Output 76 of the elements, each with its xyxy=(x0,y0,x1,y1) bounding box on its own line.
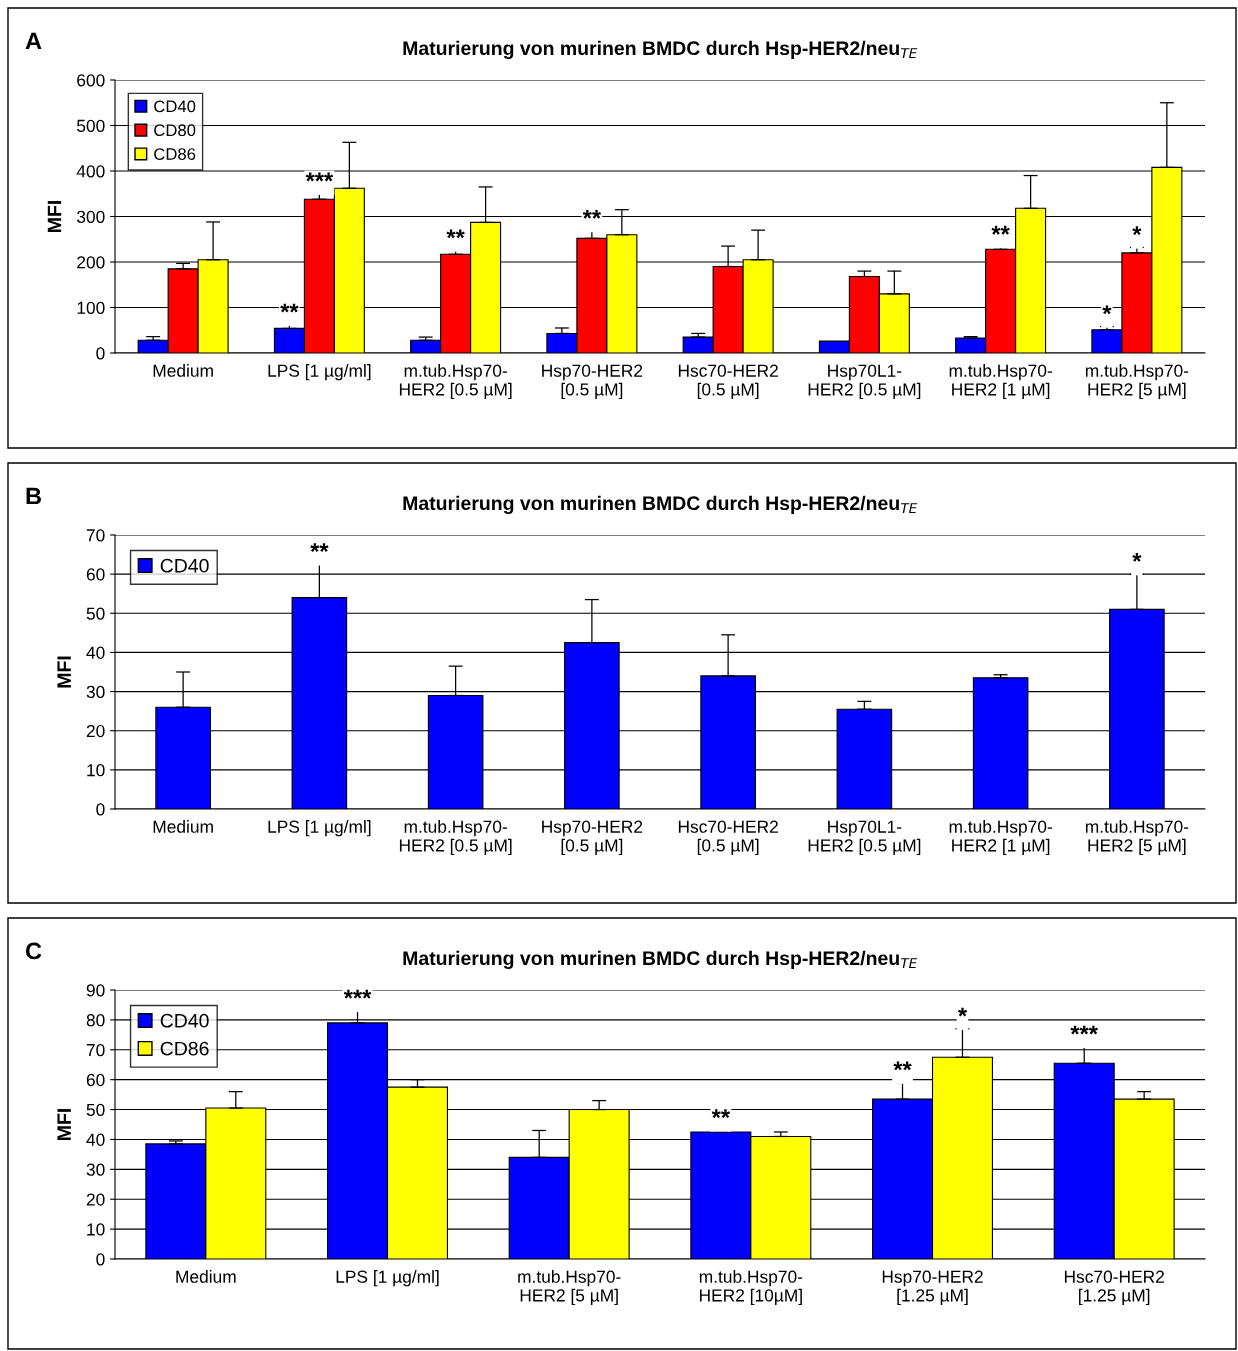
y-tick-label: 600 xyxy=(77,74,105,87)
legend-label: CD40 xyxy=(160,558,209,573)
chart-title: Maturierung von murinen BMDC durch Hsp-HER2/neu$_{TE}$ xyxy=(403,40,918,60)
y-tick-label: 70 xyxy=(86,1043,105,1057)
y-tick-label: 40 xyxy=(86,1133,105,1146)
y-tick-label: 100 xyxy=(77,301,105,314)
x-tick-label: m.tub.Hsp70- HER2 [5 µM] xyxy=(518,1270,621,1305)
y-tick-label: 0 xyxy=(96,1253,105,1266)
data-label: * xyxy=(1102,305,1112,315)
y-axis-title: MFI xyxy=(57,656,71,688)
y-tick-label: 50 xyxy=(86,1103,105,1117)
y-tick-label: 200 xyxy=(77,256,105,269)
y-tick-label: 30 xyxy=(86,685,105,699)
legend-label: CD80 xyxy=(154,124,196,137)
y-tick-label: 10 xyxy=(87,1223,105,1236)
y-tick-label: 40 xyxy=(86,646,105,659)
x-tick-label: LPS [1 µg/ml] xyxy=(268,820,371,837)
y-tick-label: 70 xyxy=(86,529,105,542)
x-tick-label: Medium xyxy=(153,820,213,833)
y-tick-label: 10 xyxy=(87,764,105,777)
x-tick-label: Medium xyxy=(153,364,213,377)
data-label: * xyxy=(957,1007,968,1017)
data-label: ** xyxy=(310,543,329,552)
y-tick-label: 300 xyxy=(76,210,105,223)
chart-title: Maturierung von murinen BMDC durch Hsp-HER2/neu$_{TE}$ xyxy=(403,950,918,970)
y-tick-label: 60 xyxy=(86,1073,105,1087)
y-tick-label: 80 xyxy=(86,1014,105,1027)
data-label: *** xyxy=(305,172,334,182)
x-tick-label: m.tub.Hsp70- HER2 [10µM] xyxy=(699,1270,803,1305)
y-tick-label: 0 xyxy=(96,347,105,360)
text: A xyxy=(25,32,42,50)
data-label: ** xyxy=(711,1109,731,1119)
x-tick-label: Hsp70-HER2 [1.25 µM] xyxy=(882,1270,983,1305)
legend-label: CD86 xyxy=(160,1041,209,1056)
data-label: ** xyxy=(446,229,465,239)
x-tick-label: LPS [1 µg/ml] xyxy=(268,364,371,381)
y-tick-label: 400 xyxy=(76,165,105,178)
y-tick-label: 20 xyxy=(86,724,105,738)
data-label: ** xyxy=(280,303,299,313)
x-tick-label: Hsp70L1- HER2 [0.5 µM] xyxy=(808,820,921,855)
x-tick-label: Hsc70-HER2 [0.5 µM] xyxy=(678,820,778,855)
text: C xyxy=(25,942,42,960)
x-tick-label: m.tub.Hsp70- HER2 [5 µM] xyxy=(1085,364,1189,399)
y-axis-title: MFI xyxy=(47,201,62,232)
x-tick-label: m.tub.Hsp70- HER2 [1 µM] xyxy=(949,820,1052,855)
data-label: *** xyxy=(1070,1025,1098,1035)
data-label: ** xyxy=(582,209,602,219)
y-tick-label: 90 xyxy=(86,984,105,997)
legend-label: CD40 xyxy=(160,1013,209,1028)
y-tick-label: 20 xyxy=(86,1193,105,1206)
y-tick-label: 30 xyxy=(86,1163,105,1176)
x-tick-label: Hsc70-HER2 [0.5 µM] xyxy=(678,364,778,399)
y-tick-label: 500 xyxy=(77,119,105,132)
y-axis-title: MFI xyxy=(57,1109,71,1140)
x-tick-label: Medium xyxy=(176,1270,236,1283)
x-tick-label: m.tub.Hsp70- HER2 [5 µM] xyxy=(1085,820,1189,855)
legend-label: CD40 xyxy=(154,100,196,113)
x-tick-label: Hsc70-HER2 [1.25 µM] xyxy=(1064,1270,1164,1305)
y-tick-label: 0 xyxy=(96,803,105,816)
y-tick-label: 50 xyxy=(86,607,105,620)
data-label: ** xyxy=(893,1061,912,1071)
y-tick-label: 60 xyxy=(86,568,105,581)
data-label: * xyxy=(1132,553,1142,562)
x-tick-label: m.tub.Hsp70- HER2 [0.5 µM] xyxy=(399,820,512,855)
x-tick-label: m.tub.Hsp70- HER2 [0.5 µM] xyxy=(399,364,512,399)
x-tick-label: m.tub.Hsp70- HER2 [1 µM] xyxy=(949,364,1052,399)
text: B xyxy=(26,487,41,505)
x-tick-label: Hsp70-HER2 [0.5 µM] xyxy=(542,820,643,855)
chart-title: Maturierung von murinen BMDC durch Hsp-HER2/neu$_{TE}$ xyxy=(403,495,918,515)
x-tick-label: LPS [1 µg/ml] xyxy=(336,1270,439,1287)
data-label: ** xyxy=(991,225,1010,235)
data-label: * xyxy=(1132,226,1142,236)
data-label: *** xyxy=(343,989,372,999)
x-tick-label: Hsp70L1- HER2 [0.5 µM] xyxy=(808,364,921,399)
legend-label: CD86 xyxy=(154,148,196,160)
x-tick-label: Hsp70-HER2 [0.5 µM] xyxy=(542,364,643,399)
